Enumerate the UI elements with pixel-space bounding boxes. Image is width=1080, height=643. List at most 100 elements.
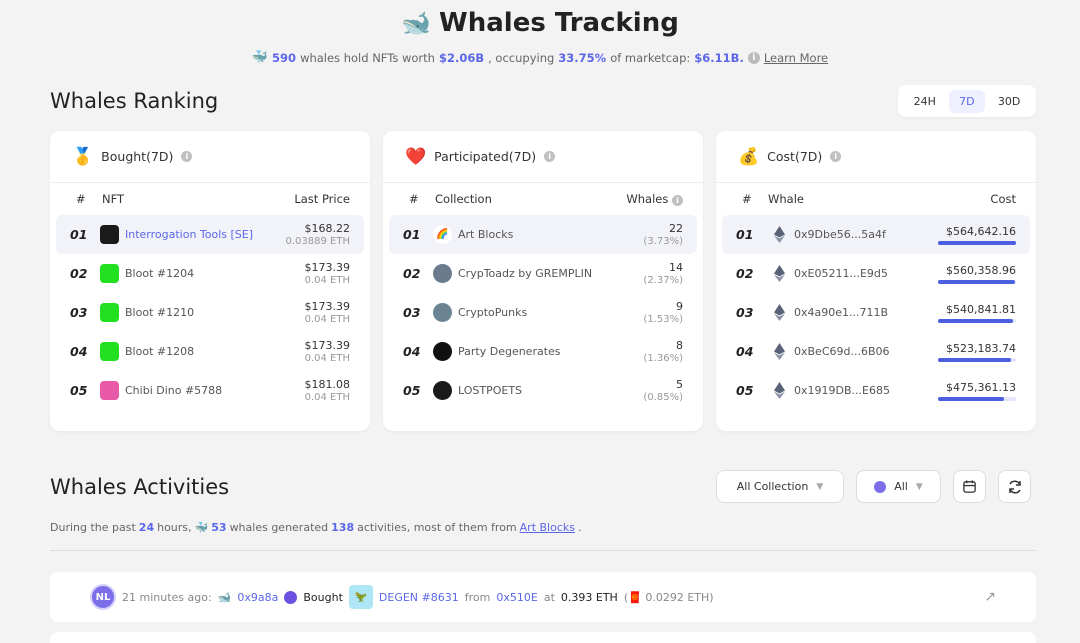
collection-name[interactable]: CryptoPunks [458, 306, 528, 319]
list-item[interactable]: 01 Interrogation Tools [SE] $168.22 0.03889… [56, 215, 364, 254]
cost-bar-fill [938, 396, 1004, 401]
whales-percent: (1.36%) [643, 352, 683, 364]
calendar-button[interactable] [953, 470, 986, 503]
list-item[interactable]: 03 CryptoPunks 9 (1.53%) [389, 293, 697, 332]
nft-thumbnail[interactable] [100, 264, 119, 283]
rank-number: 04 [736, 344, 754, 359]
list-item[interactable]: 05 0x1919DB...E685 $475,361.13 [722, 371, 1030, 410]
type-filter[interactable]: All ▼ [856, 470, 941, 503]
whale-address[interactable]: 0x4a90e1...711B [794, 306, 889, 319]
bought-list: 01 Interrogation Tools [SE] $168.22 0.03889… [50, 215, 370, 410]
calendar-icon [963, 480, 976, 493]
from-address-link[interactable]: 0x510E [496, 590, 538, 604]
activity-item: NL 21 minutes ago: 🐋 0x9a8a Bought 🦖 DEG… [50, 572, 1036, 622]
whales-count: 9 [676, 299, 683, 313]
price-value: $173.39 [304, 299, 351, 313]
price-eth: 0.04 ETH [304, 313, 350, 325]
collection-avatar[interactable]: 🌈 [433, 225, 452, 244]
refresh-button[interactable] [998, 470, 1031, 503]
filter-type-icon [874, 480, 887, 493]
nft-name[interactable]: Chibi Dino #5788 [125, 384, 223, 397]
rank-number: 01 [736, 227, 754, 242]
nft-thumbnail[interactable] [100, 303, 119, 322]
nft-thumbnail[interactable] [100, 381, 119, 400]
worth-value: $2.06B [438, 50, 485, 65]
info-icon[interactable]: i [747, 51, 760, 64]
list-item[interactable]: 01 🌈 Art Blocks 22 (3.73%) [389, 215, 697, 254]
info-icon[interactable]: i [830, 151, 842, 162]
ethereum-icon [772, 304, 786, 322]
rank-number: 03 [736, 305, 754, 320]
collection-name[interactable]: Art Blocks [458, 228, 514, 241]
chevron-down-icon: ▼ [816, 481, 824, 492]
cost-value: $564,642.16 [946, 224, 1016, 238]
fee-icon: 🧧 [628, 590, 642, 604]
collection-filter[interactable]: All Collection ▼ [716, 470, 844, 503]
list-item[interactable]: 02 0xE05211...E9d5 $560,358.96 [722, 254, 1030, 293]
whale-address-link[interactable]: 0x9a8a [237, 590, 279, 604]
whale-address[interactable]: 0xE05211...E9d5 [794, 267, 888, 280]
collection-avatar[interactable] [433, 303, 452, 322]
collection-name[interactable]: CrypToadz by GREMPLIN [458, 267, 593, 280]
whale-address[interactable]: 0x1919DB...E685 [794, 384, 890, 397]
collection-avatar[interactable] [433, 264, 452, 283]
info-icon[interactable]: i [544, 151, 556, 162]
avatar[interactable]: NL [90, 584, 116, 610]
nft-name[interactable]: Bloot #1210 [125, 306, 195, 319]
rank-number: 04 [70, 344, 88, 359]
collection-avatar[interactable] [433, 381, 452, 400]
nft-link[interactable]: DEGEN #8631 [378, 590, 459, 604]
divider [50, 550, 1036, 551]
cost-cell: $560,358.96 [938, 264, 1016, 284]
whale-address[interactable]: 0x9Dbe56...5a4f [794, 228, 886, 241]
nft-thumbnail[interactable]: 🦖 [348, 585, 373, 609]
list-item[interactable]: 03 Bloot #1210 $173.39 0.04 ETH [56, 293, 364, 332]
nft-name[interactable]: Interrogation Tools [SE] [125, 228, 254, 241]
price-cell: $173.39 0.04 ETH [305, 339, 351, 365]
collection-avatar[interactable] [433, 342, 452, 361]
price-value: $181.08 [304, 377, 351, 391]
list-item[interactable]: 02 Bloot #1204 $173.39 0.04 ETH [56, 254, 364, 293]
rank-number: 05 [70, 383, 88, 398]
price-eth: 0.04 ETH [304, 391, 350, 403]
ethereum-icon [772, 382, 786, 400]
whale-icon: 🐋 [401, 9, 432, 37]
list-item[interactable]: 04 Party Degenerates 8 (1.36%) [389, 332, 697, 371]
period-7d[interactable]: 7D [949, 89, 985, 113]
page-header: 🐋 Whales Tracking 🐳 590 whales hold NFTs… [0, 8, 1080, 65]
info-icon[interactable]: i [181, 151, 193, 162]
list-item[interactable]: 02 CrypToadz by GREMPLIN 14 (2.37%) [389, 254, 697, 293]
list-item[interactable]: 04 0xBeC69d...6B06 $523,183.74 [722, 332, 1030, 371]
nft-name[interactable]: Bloot #1208 [125, 345, 195, 358]
whales-cell: 22 (3.73%) [643, 222, 683, 248]
collection-name[interactable]: LOSTPOETS [458, 384, 523, 397]
period-24h[interactable]: 24H [913, 94, 936, 108]
list-item[interactable]: 04 Bloot #1208 $173.39 0.04 ETH [56, 332, 364, 371]
external-link-icon[interactable]: ↗ [984, 589, 996, 605]
whales-cell: 14 (2.37%) [643, 261, 683, 287]
whales-cell: 5 (0.85%) [643, 378, 683, 404]
cost-cell: $564,642.16 [938, 225, 1016, 245]
nft-name[interactable]: Bloot #1204 [125, 267, 195, 280]
whales-percent: (3.73%) [643, 235, 683, 247]
list-item[interactable]: 05 Chibi Dino #5788 $181.08 0.04 ETH [56, 371, 364, 410]
collection-name[interactable]: Party Degenerates [458, 345, 561, 358]
price-cell: $173.39 0.04 ETH [305, 261, 351, 287]
period-30d[interactable]: 30D [997, 94, 1021, 108]
summary-line: 🐳 590 whales hold NFTs worth $2.06B, occ… [251, 50, 829, 65]
whale-address[interactable]: 0xBeC69d...6B06 [794, 345, 890, 358]
learn-more-link[interactable]: Learn More [763, 50, 829, 65]
price-value: $173.39 [304, 260, 351, 274]
rank-number: 03 [403, 305, 421, 320]
whales-count: 22 [669, 221, 683, 235]
cost-bar-fill [938, 357, 1011, 362]
nft-thumbnail[interactable] [100, 342, 119, 361]
list-item[interactable]: 05 LOSTPOETS 5 (0.85%) [389, 371, 697, 410]
list-item[interactable]: 01 0x9Dbe56...5a4f $564,642.16 [722, 215, 1030, 254]
whales-cell: 8 (1.36%) [643, 339, 683, 365]
price-value: 0.393 ETH [560, 590, 618, 604]
list-item[interactable]: 03 0x4a90e1...711B $540,841.81 [722, 293, 1030, 332]
info-icon[interactable]: i [672, 195, 683, 206]
nft-thumbnail[interactable] [100, 225, 119, 244]
top-collection-link[interactable]: Art Blocks [519, 521, 575, 534]
